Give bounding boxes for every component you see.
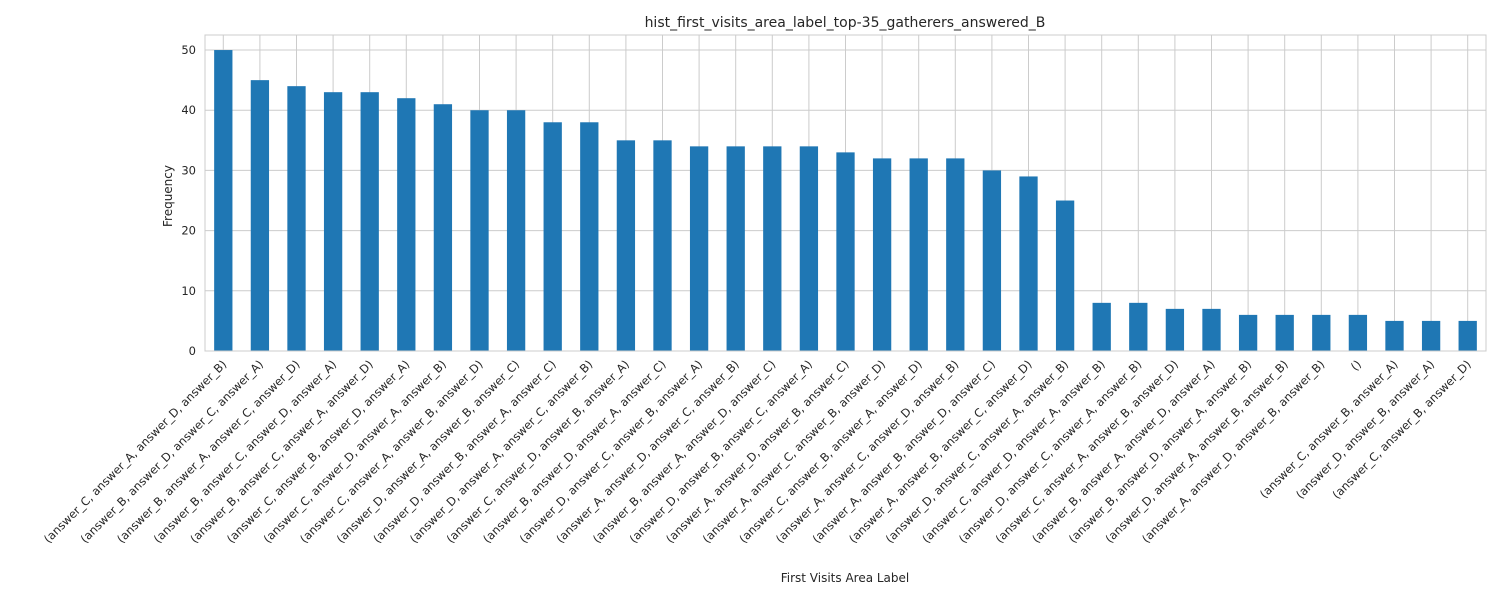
bar (836, 152, 855, 351)
y-tick-labels: 0 10 20 30 40 50 (181, 43, 196, 358)
bar (1348, 314, 1368, 351)
bar (1055, 200, 1075, 351)
y-axis-label: Frequency (161, 165, 175, 227)
x-axis-label: First Visits Area Label (781, 571, 910, 585)
axes-frame (204, 34, 1487, 352)
bar (1385, 320, 1404, 351)
plot-frame (204, 34, 1487, 352)
bar (397, 98, 416, 351)
bar (1238, 314, 1258, 351)
y-tick-label: 30 (181, 163, 196, 177)
y-tick-label: 0 (189, 344, 196, 358)
y-tick-label: 20 (181, 224, 196, 238)
bar (580, 122, 599, 352)
bar (506, 110, 526, 351)
x-tick-labels: (answer_C, answer_A, answer_D, answer_B)… (41, 357, 1474, 546)
bar (909, 158, 928, 351)
bar (1458, 320, 1477, 351)
bar (287, 86, 306, 352)
bar (433, 104, 453, 351)
bar (982, 170, 1002, 351)
bar (1312, 314, 1331, 351)
bars (214, 50, 1477, 352)
bar (689, 146, 709, 351)
bar (323, 92, 343, 351)
y-tick-label: 50 (181, 43, 196, 57)
bar (946, 158, 965, 351)
bar (763, 146, 782, 351)
x-tick-label: () (1348, 357, 1364, 373)
y-tick-label: 40 (181, 103, 196, 117)
bar (1092, 302, 1111, 351)
bar (360, 92, 379, 351)
bar (1019, 176, 1038, 351)
bar (872, 158, 892, 351)
bar (1421, 320, 1441, 351)
bar (543, 122, 562, 352)
chart-title: hist_first_visits_area_label_top-35_gath… (645, 15, 1046, 31)
bar (1275, 314, 1294, 351)
bar (726, 146, 745, 351)
bar (214, 50, 233, 352)
y-tick-label: 10 (181, 284, 196, 298)
bar (1202, 308, 1221, 351)
bar (1129, 302, 1148, 351)
bar (799, 146, 819, 351)
bar (250, 80, 270, 352)
bar (616, 140, 636, 351)
bar (653, 140, 672, 351)
bar (1165, 308, 1185, 351)
x-tick-label: (answer_C, answer_B, answer_D) (1329, 357, 1473, 501)
bar (470, 110, 489, 351)
